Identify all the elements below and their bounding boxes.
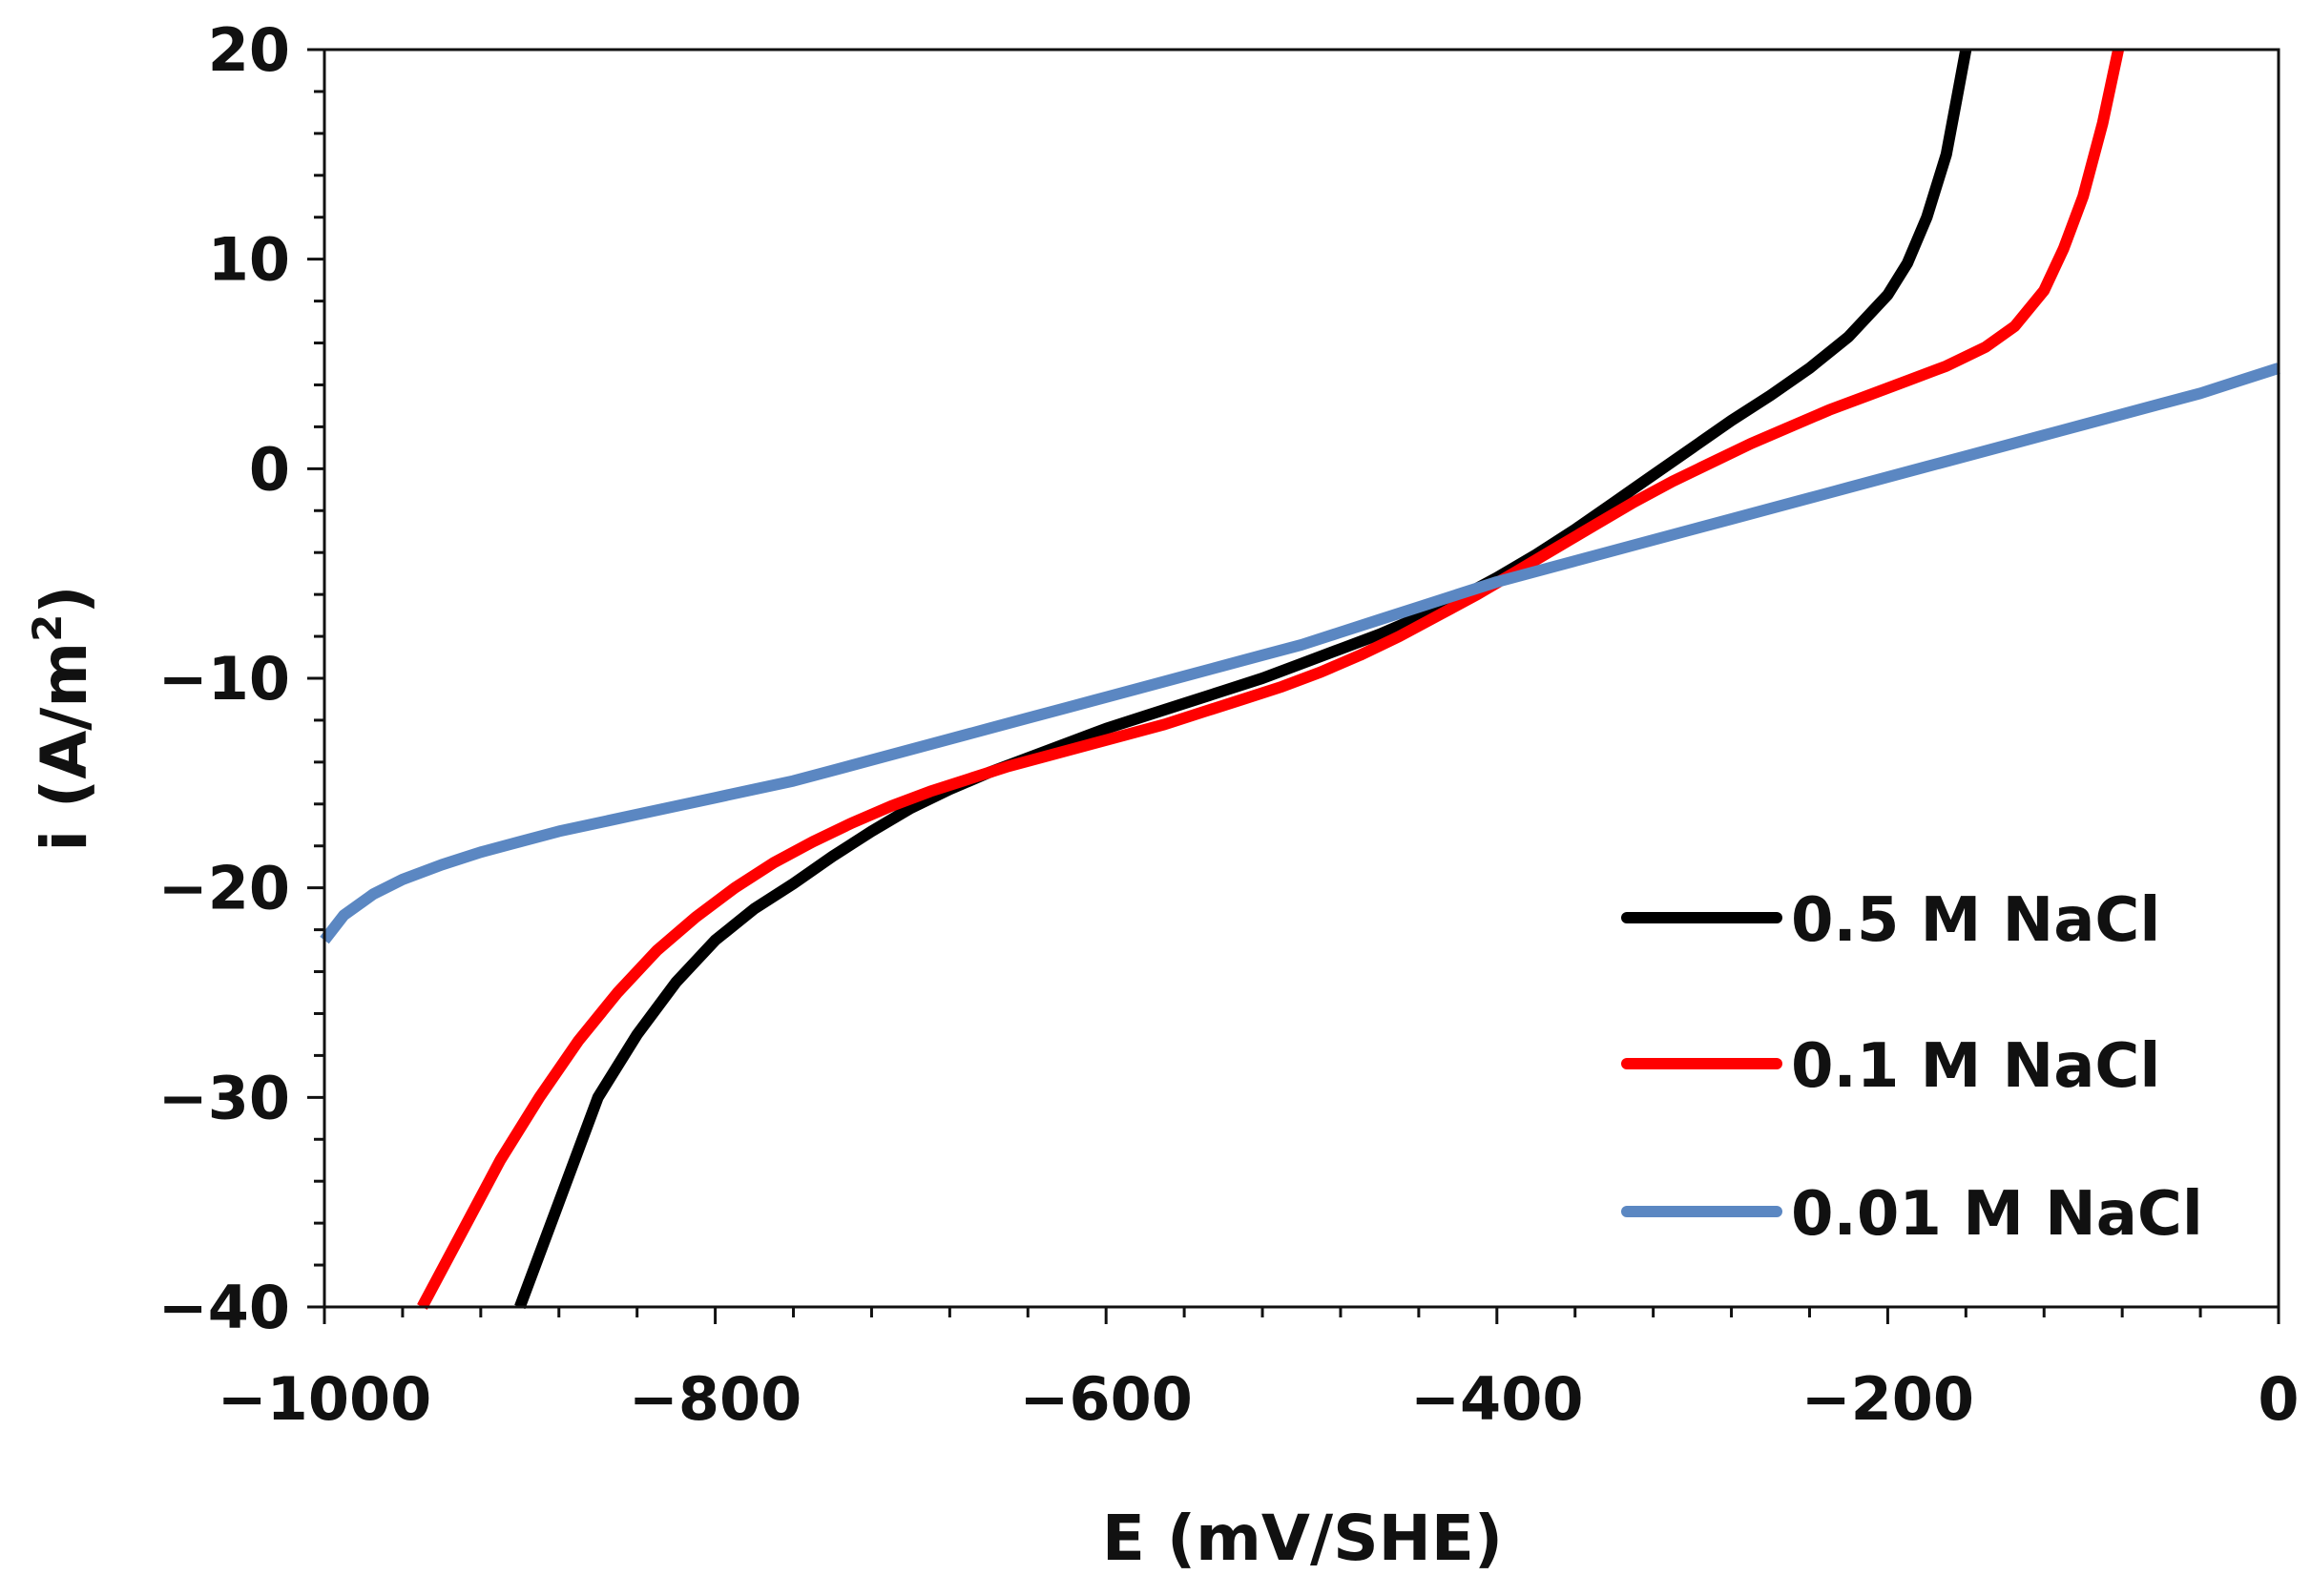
- x-tick-label: −1000: [218, 1364, 432, 1434]
- series-line-2: [320, 363, 2280, 944]
- y-tick-label: −40: [158, 1273, 290, 1342]
- x-tick-label: 0: [2258, 1364, 2299, 1434]
- x-tick-label: −800: [629, 1364, 802, 1434]
- y-axis-title: i (A/m2): [24, 585, 101, 851]
- y-tick-label: −30: [158, 1063, 290, 1132]
- y-tick-label: −10: [158, 644, 290, 714]
- y-tick-label: 10: [208, 225, 290, 295]
- axis-ticks: −1000 −800 −600 −400 −200 0 −40 −30 −20 −10 0 10 20: [158, 15, 2300, 1434]
- y-axis-title-main: i (A/m: [28, 642, 101, 852]
- x-tick-label: −400: [1410, 1364, 1583, 1434]
- series-line-1: [417, 48, 2124, 1310]
- x-tick-label: −600: [1020, 1364, 1193, 1434]
- y-axis-title-close: ): [28, 585, 101, 613]
- x-axis-title: E (mV/SHE): [1102, 1502, 1503, 1575]
- y-tick-label: −20: [158, 854, 290, 923]
- series-line-0: [514, 48, 1972, 1310]
- y-tick-label: 20: [208, 15, 290, 85]
- legend-label-0-5m: 0.5 M NaCl: [1791, 885, 2160, 956]
- y-axis-title-superscript: 2: [24, 614, 71, 642]
- legend-label-0-1m: 0.1 M NaCl: [1791, 1031, 2160, 1102]
- y-tick-label: 0: [249, 434, 290, 504]
- legend-label-0-01m: 0.01 M NaCl: [1791, 1179, 2203, 1250]
- legend: 0.5 M NaCl 0.1 M NaCl 0.01 M NaCl: [1621, 885, 2203, 1250]
- series-layer: [320, 48, 2280, 1310]
- x-tick-label: −200: [1801, 1364, 1974, 1434]
